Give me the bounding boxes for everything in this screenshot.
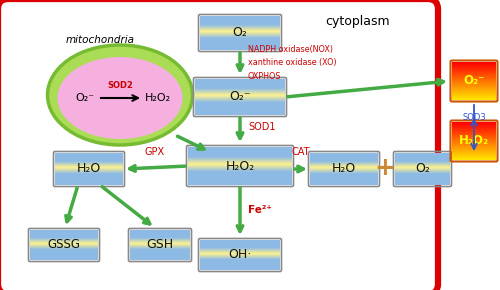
- Text: +: +: [374, 156, 396, 180]
- Text: Fe²⁺: Fe²⁺: [248, 205, 272, 215]
- FancyBboxPatch shape: [0, 0, 438, 290]
- Text: H₂O: H₂O: [332, 162, 356, 175]
- Text: O₂⁻: O₂⁻: [464, 75, 484, 88]
- Text: O₂: O₂: [415, 162, 430, 175]
- Text: O₂⁻: O₂⁻: [229, 90, 251, 104]
- Text: GSSG: GSSG: [48, 238, 80, 251]
- Ellipse shape: [58, 57, 182, 139]
- Text: SOD3: SOD3: [462, 113, 486, 122]
- Text: GPX: GPX: [145, 147, 165, 157]
- Text: CAT: CAT: [292, 147, 310, 157]
- Text: cytoplasm: cytoplasm: [326, 15, 390, 28]
- Text: O₂⁻: O₂⁻: [76, 93, 94, 103]
- Text: H₂O₂: H₂O₂: [145, 93, 171, 103]
- Text: GSH: GSH: [146, 238, 174, 251]
- Ellipse shape: [48, 45, 193, 145]
- Text: SOD1: SOD1: [248, 122, 276, 132]
- Text: H₂O₂: H₂O₂: [459, 135, 489, 148]
- Text: H₂O: H₂O: [77, 162, 101, 175]
- Text: H₂O₂: H₂O₂: [226, 160, 254, 173]
- Text: mitochondria: mitochondria: [66, 35, 134, 45]
- Text: SOD2: SOD2: [107, 81, 133, 90]
- Text: OH·: OH·: [228, 249, 252, 262]
- Text: O₂: O₂: [232, 26, 248, 39]
- Text: NADPH oxidase(NOX)
xanthine oxidase (XO)
OXPHOS: NADPH oxidase(NOX) xanthine oxidase (XO)…: [248, 45, 336, 81]
